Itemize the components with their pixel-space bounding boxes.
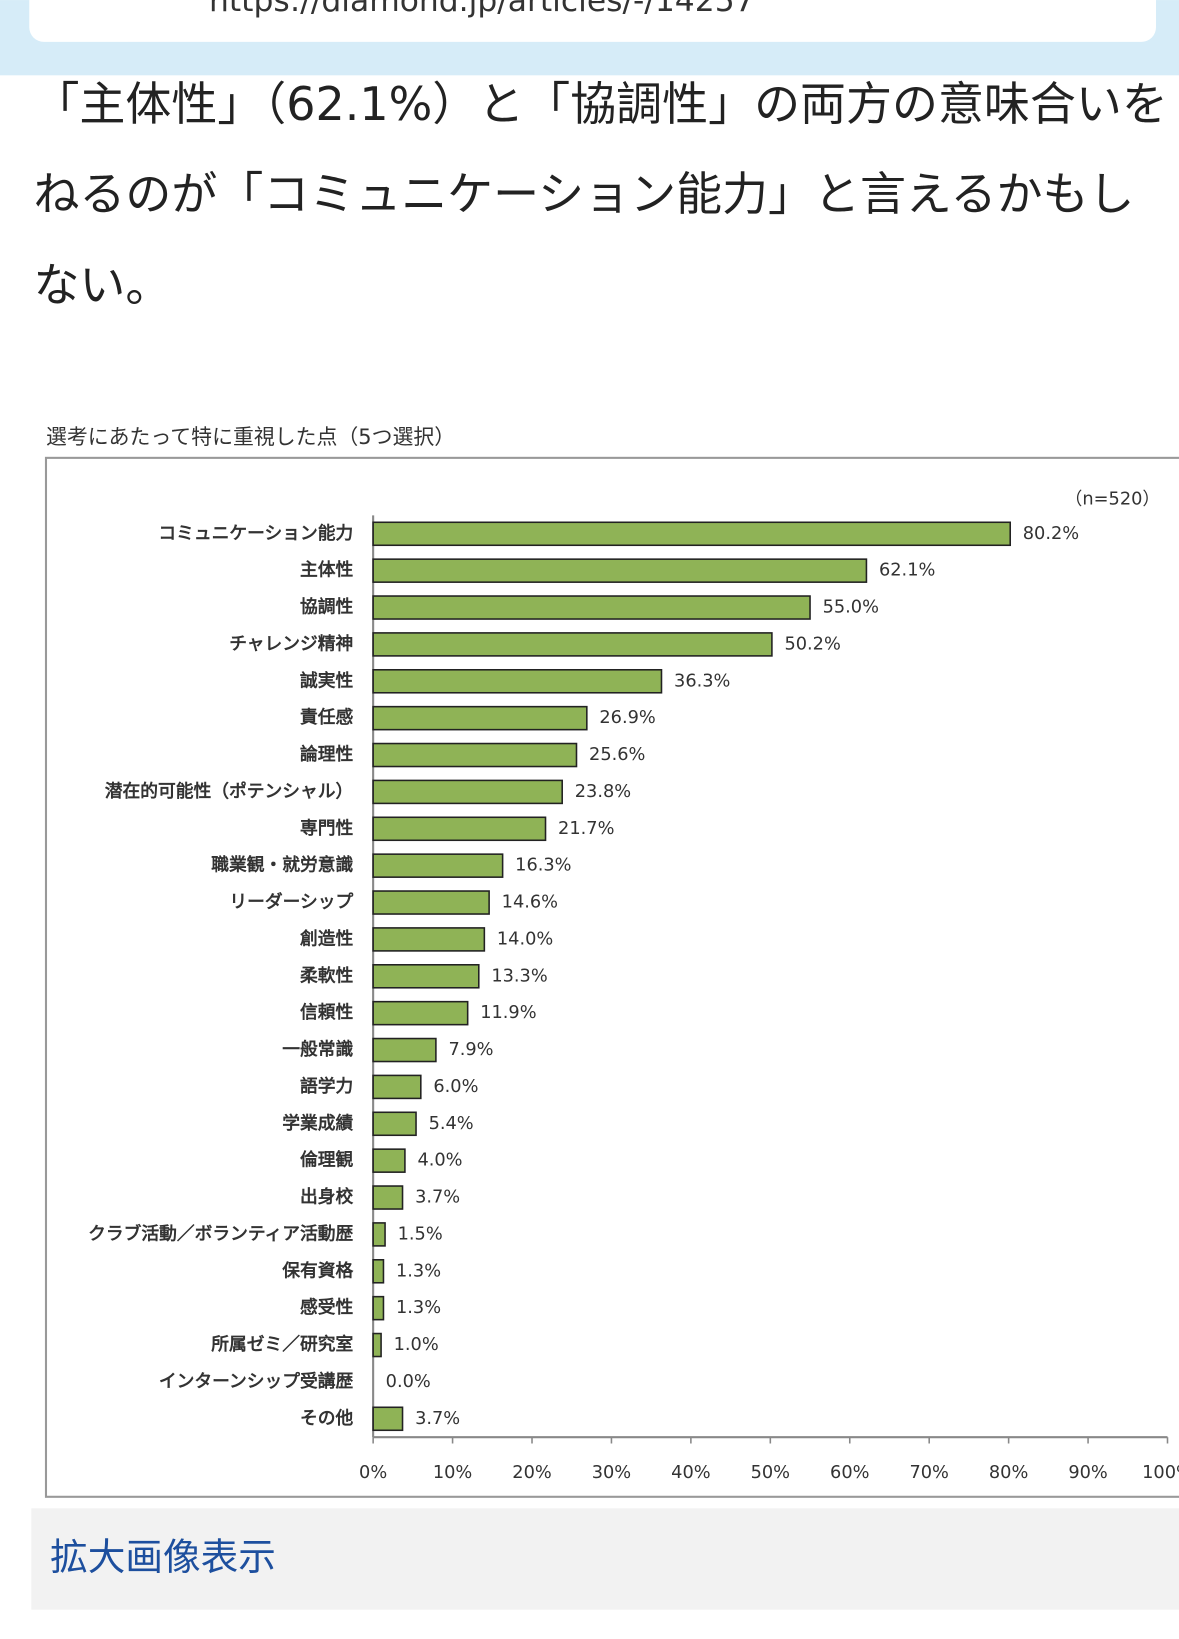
bar xyxy=(372,779,563,805)
x-tick-label: 60% xyxy=(830,1463,869,1483)
bar xyxy=(372,1000,469,1026)
bar xyxy=(372,1037,437,1063)
value-label: 11.9% xyxy=(480,1003,536,1023)
category-label: チャレンジ精神 xyxy=(229,632,353,654)
bar xyxy=(372,1406,404,1432)
value-label: 4.0% xyxy=(417,1151,462,1171)
category-label: 所属ゼミ／研究室 xyxy=(211,1333,353,1355)
x-tick-label: 100% xyxy=(1142,1463,1179,1483)
value-label: 55.0% xyxy=(823,598,879,618)
category-label: 倫理観 xyxy=(300,1149,354,1171)
value-label: 26.9% xyxy=(599,708,655,728)
category-label: リーダーシップ xyxy=(229,891,353,913)
value-label: 1.0% xyxy=(394,1335,439,1355)
value-label: 14.0% xyxy=(497,929,553,949)
category-label: 出身校 xyxy=(300,1186,354,1208)
bar xyxy=(372,742,578,768)
value-label: 23.8% xyxy=(575,782,631,802)
category-label: 専門性 xyxy=(300,817,354,839)
value-label: 3.7% xyxy=(415,1409,460,1429)
chart-title: 選考にあたって特に重視した点（5つ選択） xyxy=(46,425,455,449)
bar xyxy=(372,1259,385,1284)
url: https://diamond.jp/articles/-/14257 xyxy=(209,0,755,19)
article-line: ない。 xyxy=(33,258,171,312)
url-box xyxy=(29,0,1157,42)
category-label: 潜在的可能性（ポテンシャル） xyxy=(105,780,354,802)
value-label: 7.9% xyxy=(448,1040,493,1060)
bar xyxy=(372,853,504,878)
category-label: 柔軟性 xyxy=(300,964,354,986)
bar xyxy=(372,1148,406,1173)
bar xyxy=(372,1222,386,1247)
enlarge-link[interactable]: 拡大画像表示 xyxy=(50,1535,276,1579)
x-tick-label: 90% xyxy=(1068,1463,1107,1483)
x-tick-label: 20% xyxy=(512,1463,551,1483)
category-label: インターンシップ受講歴 xyxy=(159,1370,354,1392)
bar xyxy=(372,927,486,952)
plot: 0% 10% 20% 30% 40% 50% 60% 70% 80% 90% 100% コミュニケーシ… xyxy=(88,515,1179,1483)
category-label: コミュニケーション能力 xyxy=(158,522,353,544)
value-label: 13.3% xyxy=(491,966,547,986)
link-box xyxy=(31,1508,1179,1610)
category-label: 論理性 xyxy=(300,743,354,765)
bar xyxy=(372,1111,417,1137)
category-label: クラブ活動／ボランティア活動歴 xyxy=(88,1222,353,1244)
bar xyxy=(372,668,663,694)
value-label: 80.2% xyxy=(1023,524,1079,544)
bar xyxy=(372,1332,382,1358)
value-label: 16.3% xyxy=(515,856,571,876)
value-label: 50.2% xyxy=(784,634,840,654)
category-label: 信頼性 xyxy=(300,1001,354,1023)
value-label: 21.7% xyxy=(558,819,614,839)
category-label: 保有資格 xyxy=(281,1259,353,1281)
value-label: 1.3% xyxy=(396,1298,441,1318)
value-label: 36.3% xyxy=(674,671,730,691)
bar xyxy=(372,890,490,915)
value-label: 62.1% xyxy=(879,561,935,581)
x-tick-label: 70% xyxy=(909,1463,948,1483)
category-label: その他 xyxy=(300,1407,354,1429)
bar xyxy=(372,595,811,620)
sample-size: （n=520） xyxy=(1065,490,1161,510)
category-label: 語学力 xyxy=(300,1075,353,1097)
value-label: 3.7% xyxy=(415,1188,460,1208)
category-label: 学業成績 xyxy=(282,1112,353,1134)
category-label: 創造性 xyxy=(299,927,354,949)
value-label: 25.6% xyxy=(589,745,645,765)
bar xyxy=(372,521,1012,547)
value-label: 14.6% xyxy=(502,893,558,913)
bar xyxy=(372,1074,422,1100)
article-line: ねるのが「コミュニケーション能力」と言えるかもし xyxy=(33,167,1134,221)
value-label: 6.0% xyxy=(433,1077,478,1097)
x-tick-label: 0% xyxy=(359,1463,387,1483)
value-label: 5.4% xyxy=(429,1114,474,1134)
x-tick-label: 40% xyxy=(671,1463,710,1483)
bar xyxy=(372,558,868,583)
category-label: 職業観・就労意識 xyxy=(211,854,353,876)
category-label: 感受性 xyxy=(300,1296,354,1318)
article-line: 「主体性」（62.1%）と「協調性」の両方の意味合いを xyxy=(33,77,1167,131)
value-label: 1.5% xyxy=(398,1224,443,1244)
category-label: 一般常識 xyxy=(282,1038,353,1060)
bar xyxy=(372,705,588,731)
bar xyxy=(372,964,480,989)
x-tick-label: 80% xyxy=(989,1463,1028,1483)
bar xyxy=(372,1185,404,1210)
chart-frame xyxy=(44,456,1179,1498)
value-label: 0.0% xyxy=(386,1372,431,1392)
category-label: 主体性 xyxy=(300,559,354,581)
bar xyxy=(372,632,773,657)
value-label: 1.3% xyxy=(396,1261,441,1281)
bar xyxy=(372,1295,385,1321)
x-tick-label: 10% xyxy=(433,1463,472,1483)
x-tick-label: 50% xyxy=(751,1463,790,1483)
category-label: 協調性 xyxy=(300,596,354,618)
x-tick-label: 30% xyxy=(592,1463,631,1483)
category-label: 誠実性 xyxy=(300,669,354,691)
bar xyxy=(372,816,547,842)
category-label: 責任感 xyxy=(300,706,354,728)
